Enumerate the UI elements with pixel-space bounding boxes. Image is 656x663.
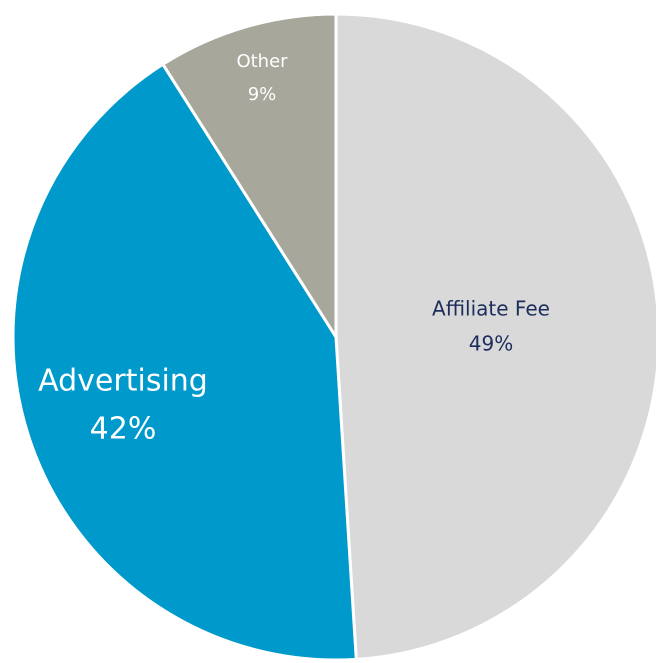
pie-slice (334, 12, 656, 661)
slice-label: Affiliate Fee (432, 297, 550, 321)
slice-label: Other (236, 51, 288, 72)
slice-label: Advertising (38, 364, 208, 399)
pie-slice (11, 62, 358, 662)
pie-slice (160, 12, 338, 343)
slice-value-label: 9% (248, 84, 277, 105)
slice-value-label: 49% (469, 332, 513, 356)
slice-value-label: 42% (90, 412, 157, 447)
